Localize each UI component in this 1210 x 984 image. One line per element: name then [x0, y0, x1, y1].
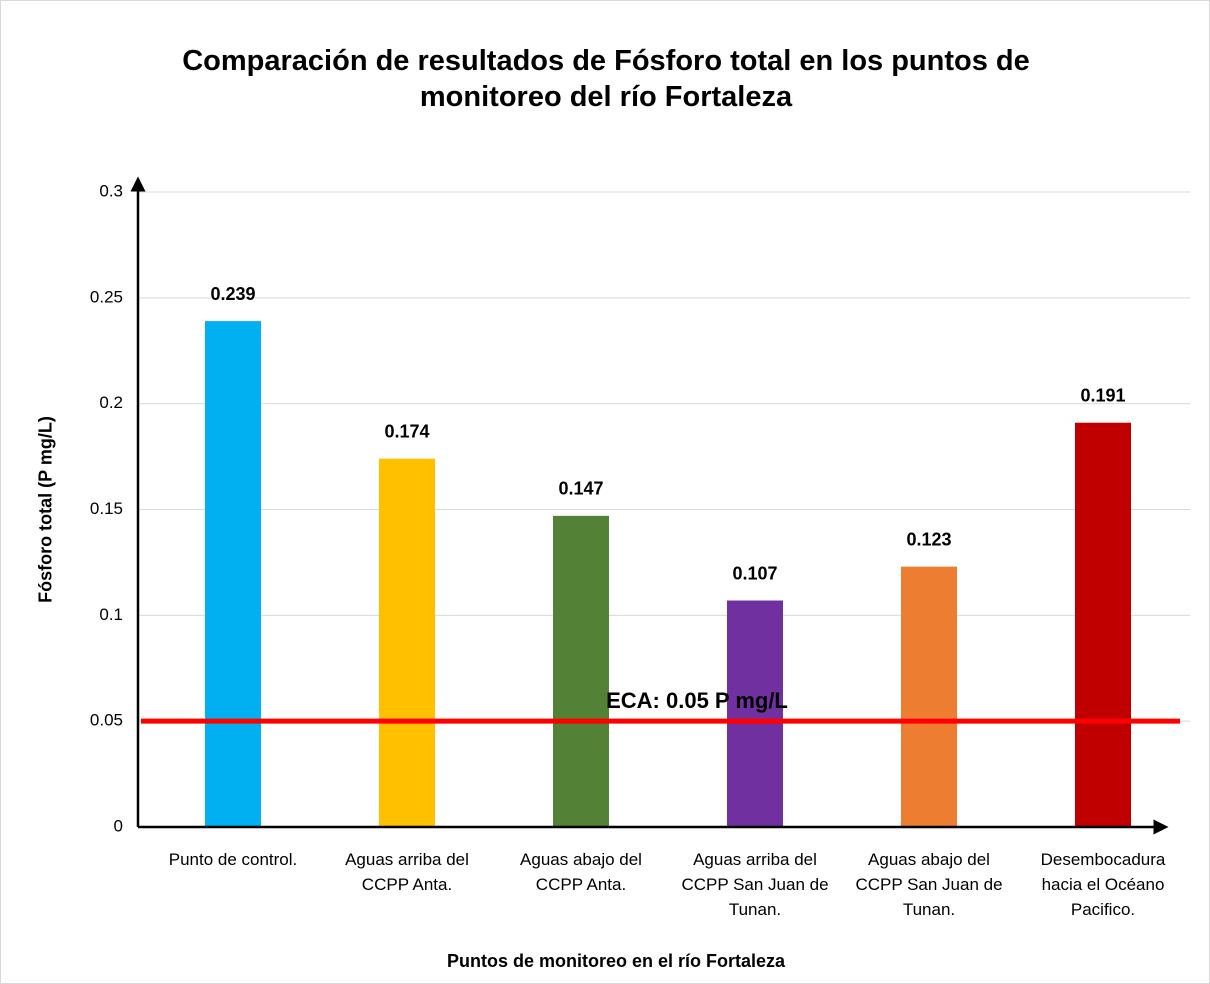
y-axis-label: Fósforo total (P mg/L)	[35, 416, 56, 603]
x-tick-label: Punto de control.	[168, 850, 298, 869]
bar	[727, 600, 783, 827]
y-tick-label: 0.25	[90, 287, 123, 306]
bar	[1075, 422, 1131, 827]
bar	[379, 458, 435, 827]
y-tick-label: 0.05	[90, 711, 123, 730]
data-label: 0.123	[906, 529, 951, 549]
bar	[205, 321, 261, 827]
x-tick-label: Aguas arriba del CCPP San Juan de Tunan.	[681, 850, 829, 919]
x-tick-label: Aguas abajo del CCPP Anta.	[520, 850, 642, 894]
data-label: 0.107	[732, 563, 777, 583]
data-label: 0.147	[558, 479, 603, 499]
data-label: 0.191	[1080, 385, 1125, 405]
y-tick-label: 0.15	[90, 499, 123, 518]
x-tick-label: Desembocadura hacia el Océano Pacifico.	[1040, 850, 1166, 919]
data-label: 0.174	[384, 421, 429, 441]
y-tick-label: 0	[114, 816, 123, 835]
y-tick-label: 0.2	[99, 393, 123, 412]
x-tick-label: Aguas arriba del CCPP Anta.	[345, 850, 469, 894]
x-tick-label: Aguas abajo del CCPP San Juan de Tunan.	[855, 850, 1003, 919]
data-label: 0.239	[210, 284, 255, 304]
bar	[901, 566, 957, 827]
y-tick-label: 0.3	[99, 181, 123, 200]
chart-title: Comparación de resultados de Fósforo tot…	[182, 45, 1030, 113]
bar	[553, 515, 609, 827]
x-axis-label: Puntos de monitoreo en el río Fortaleza	[446, 951, 786, 971]
y-tick-label: 0.1	[99, 605, 123, 624]
reference-label: ECA: 0.05 P mg/L	[606, 688, 788, 713]
